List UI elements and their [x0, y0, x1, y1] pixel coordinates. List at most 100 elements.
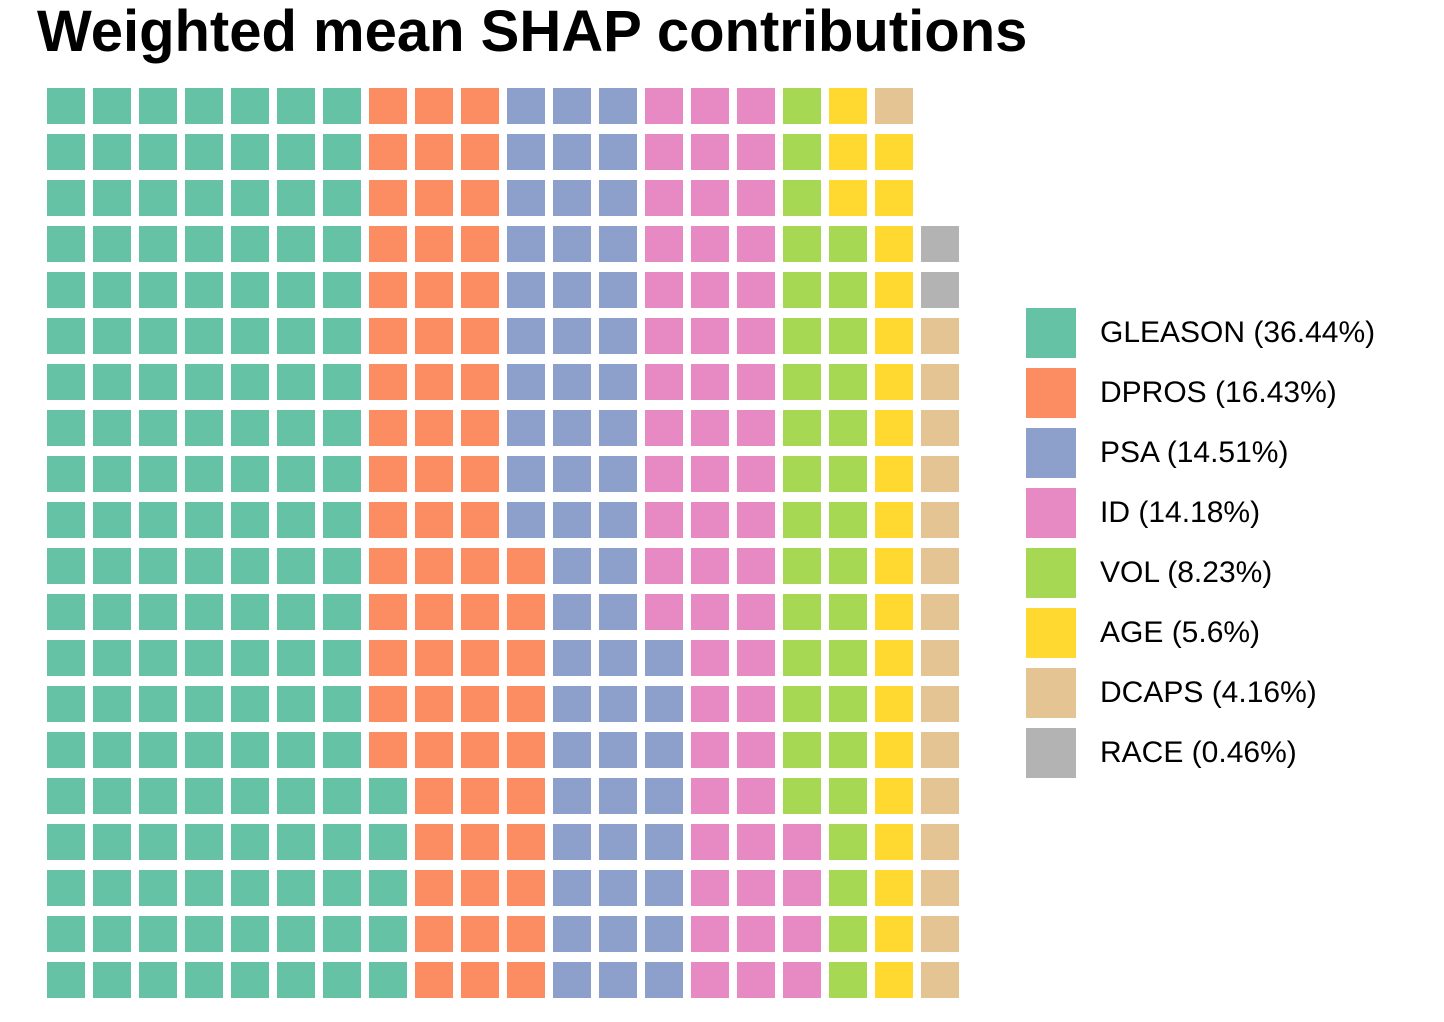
waffle-cell-gleason [93, 916, 131, 952]
waffle-cell-id [737, 640, 775, 676]
waffle-cell-gleason [47, 686, 85, 722]
waffle-cell-id [737, 502, 775, 538]
waffle-cell-gleason [369, 778, 407, 814]
legend-swatch-race [1026, 728, 1076, 778]
waffle-cell-dcaps [921, 456, 959, 492]
waffle-cell-dpros [461, 88, 499, 124]
waffle-cell-vol [829, 456, 867, 492]
waffle-cell-psa [553, 272, 591, 308]
waffle-cell-dpros [369, 318, 407, 354]
waffle-cell-age [829, 180, 867, 216]
waffle-cell-age [875, 456, 913, 492]
waffle-cell-empty [921, 180, 959, 216]
waffle-cell-dcaps [921, 502, 959, 538]
waffle-cell-gleason [93, 272, 131, 308]
waffle-cell-dpros [369, 88, 407, 124]
waffle-cell-gleason [323, 548, 361, 584]
waffle-cell-gleason [277, 364, 315, 400]
waffle-cell-gleason [277, 272, 315, 308]
waffle-cell-psa [599, 364, 637, 400]
waffle-cell-vol [783, 318, 821, 354]
legend-label-dcaps: DCAPS (4.16%) [1100, 676, 1317, 709]
waffle-cell-dpros [415, 548, 453, 584]
waffle-cell-psa [507, 272, 545, 308]
waffle-cell-gleason [47, 732, 85, 768]
waffle-cell-psa [553, 502, 591, 538]
waffle-cell-psa [599, 962, 637, 998]
waffle-cell-gleason [185, 318, 223, 354]
waffle-cell-dpros [415, 88, 453, 124]
legend-item-psa: PSA (14.51%) [1026, 428, 1375, 478]
waffle-cell-gleason [139, 226, 177, 262]
waffle-cell-psa [645, 640, 683, 676]
waffle-cell-dpros [461, 916, 499, 952]
waffle-cell-vol [783, 88, 821, 124]
waffle-cell-psa [507, 456, 545, 492]
waffle-cell-gleason [139, 732, 177, 768]
waffle-cell-gleason [231, 962, 269, 998]
waffle-cell-id [737, 410, 775, 446]
waffle-cell-gleason [323, 410, 361, 446]
waffle-cell-gleason [231, 778, 269, 814]
waffle-cell-empty [921, 88, 959, 124]
waffle-cell-gleason [369, 916, 407, 952]
waffle-cell-age [875, 824, 913, 860]
waffle-cell-gleason [185, 594, 223, 630]
waffle-cell-psa [507, 364, 545, 400]
waffle-cell-dpros [415, 318, 453, 354]
waffle-cell-gleason [185, 226, 223, 262]
legend-swatch-psa [1026, 428, 1076, 478]
waffle-cell-gleason [277, 640, 315, 676]
waffle-cell-dpros [461, 548, 499, 584]
legend-label-psa: PSA (14.51%) [1100, 436, 1289, 469]
waffle-cell-dpros [369, 502, 407, 538]
waffle-cell-id [691, 456, 729, 492]
waffle-cell-gleason [47, 180, 85, 216]
waffle-cell-gleason [139, 594, 177, 630]
waffle-cell-gleason [323, 962, 361, 998]
waffle-cell-gleason [185, 778, 223, 814]
waffle-cell-psa [553, 456, 591, 492]
waffle-cell-id [645, 410, 683, 446]
legend-swatch-vol [1026, 548, 1076, 598]
waffle-cell-psa [645, 870, 683, 906]
waffle-cell-age [875, 870, 913, 906]
waffle-cell-gleason [139, 410, 177, 446]
waffle-cell-dpros [369, 456, 407, 492]
waffle-cell-gleason [93, 870, 131, 906]
waffle-cell-dpros [369, 180, 407, 216]
waffle-cell-vol [783, 640, 821, 676]
waffle-cell-id [691, 686, 729, 722]
waffle-cell-gleason [323, 594, 361, 630]
waffle-cell-psa [507, 88, 545, 124]
waffle-cell-dpros [461, 962, 499, 998]
waffle-cell-gleason [277, 778, 315, 814]
waffle-cell-psa [645, 962, 683, 998]
waffle-cell-gleason [47, 594, 85, 630]
waffle-cell-age [875, 180, 913, 216]
waffle-cell-dpros [415, 870, 453, 906]
waffle-cell-gleason [369, 824, 407, 860]
waffle-cell-psa [553, 824, 591, 860]
waffle-cell-id [783, 824, 821, 860]
waffle-cell-vol [783, 364, 821, 400]
waffle-cell-gleason [139, 134, 177, 170]
waffle-cell-gleason [93, 410, 131, 446]
waffle-cell-vol [783, 732, 821, 768]
waffle-cell-gleason [93, 180, 131, 216]
waffle-cell-psa [645, 824, 683, 860]
waffle-cell-vol [829, 870, 867, 906]
waffle-cell-gleason [47, 962, 85, 998]
waffle-cell-dpros [415, 824, 453, 860]
waffle-cell-gleason [277, 548, 315, 584]
waffle-cell-id [645, 502, 683, 538]
waffle-cell-id [737, 916, 775, 952]
waffle-cell-gleason [185, 916, 223, 952]
waffle-cell-gleason [323, 778, 361, 814]
waffle-cell-id [645, 180, 683, 216]
waffle-cell-id [691, 640, 729, 676]
waffle-cell-gleason [93, 364, 131, 400]
waffle-cell-psa [599, 410, 637, 446]
waffle-cell-gleason [93, 824, 131, 860]
waffle-cell-id [645, 594, 683, 630]
